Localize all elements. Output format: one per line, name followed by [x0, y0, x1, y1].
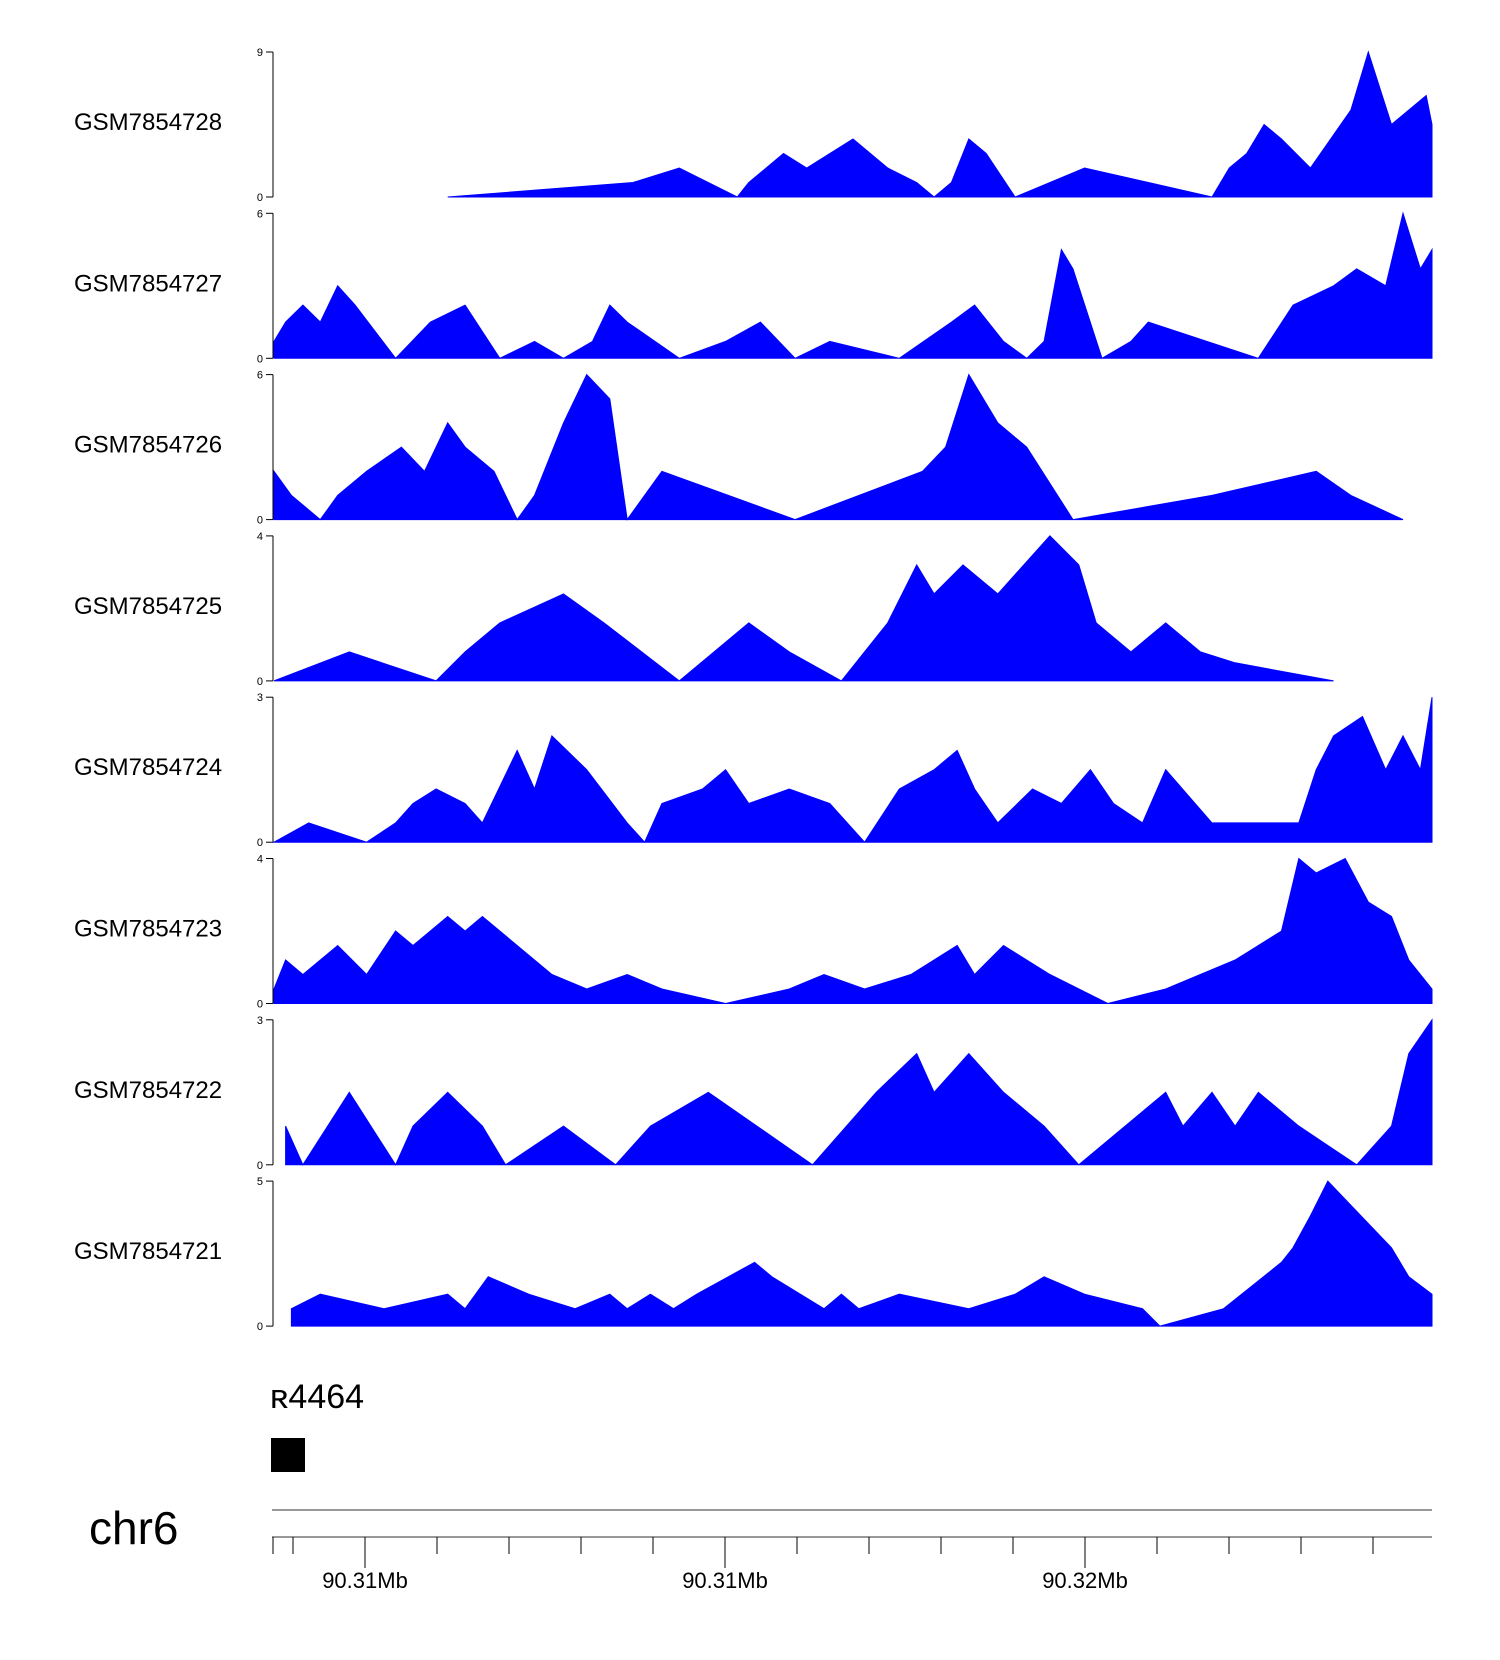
gene-exon-block	[271, 1438, 305, 1472]
coverage-area	[273, 857, 1433, 1005]
track-GSM7854721: 5 0 GSM7854721	[74, 1176, 1433, 1333]
x-tick-label: 90.32Mb	[1042, 1568, 1128, 1593]
gene-label: ʀ4464	[270, 1378, 364, 1416]
y-tick-label-min: 0	[257, 1321, 263, 1333]
track-label: GSM7854728	[74, 109, 222, 136]
y-tick-label-max: 3	[257, 692, 263, 704]
track-label: GSM7854722	[74, 1077, 222, 1104]
track-GSM7854723: 4 0 GSM7854723	[74, 854, 1433, 1011]
coverage-tracks: 9 0 GSM7854728 6 0 GSM7854727 6 0 GSM7854726 4 0 GS…	[74, 47, 1433, 1333]
track-label: GSM7854723	[74, 916, 222, 943]
y-tick-label-min: 0	[257, 353, 263, 365]
x-tick-label: 90.31Mb	[322, 1568, 408, 1593]
y-tick-label-max: 9	[257, 47, 263, 59]
y-tick-label-min: 0	[257, 837, 263, 849]
track-GSM7854725: 4 0 GSM7854725	[74, 531, 1334, 688]
y-tick-label-min: 0	[257, 1160, 263, 1172]
coverage-area	[447, 50, 1433, 198]
coverage-area	[273, 373, 1404, 521]
track-GSM7854724: 3 0 GSM7854724	[74, 692, 1433, 849]
track-label: GSM7854725	[74, 593, 222, 620]
gene-annotation-track: ʀ4464	[270, 1378, 364, 1472]
coverage-area	[290, 1180, 1433, 1327]
track-label: GSM7854726	[74, 432, 222, 459]
track-GSM7854728: 9 0 GSM7854728	[74, 47, 1433, 204]
track-GSM7854722: 3 0 GSM7854722	[74, 1015, 1433, 1172]
track-GSM7854726: 6 0 GSM7854726	[74, 370, 1404, 527]
coverage-area	[285, 1018, 1433, 1166]
y-tick-label-max: 6	[257, 370, 263, 382]
y-tick-label-max: 4	[257, 531, 263, 543]
y-tick-label-min: 0	[257, 192, 263, 204]
y-tick-label-max: 4	[257, 854, 263, 866]
y-tick-label-min: 0	[257, 999, 263, 1011]
track-GSM7854727: 6 0 GSM7854727	[74, 208, 1433, 365]
y-tick-label-max: 5	[257, 1176, 263, 1188]
y-tick-label-max: 6	[257, 208, 263, 220]
coverage-area	[273, 535, 1334, 682]
chromosome-label: chr6	[89, 1502, 178, 1554]
y-tick-label-min: 0	[257, 515, 263, 527]
track-label: GSM7854721	[74, 1238, 222, 1265]
y-tick-label-max: 3	[257, 1015, 263, 1027]
coverage-area	[272, 697, 1433, 844]
track-label: GSM7854724	[74, 754, 222, 781]
y-tick-label-min: 0	[257, 676, 263, 688]
track-label: GSM7854727	[74, 270, 222, 297]
genome-axis: chr6 90.31Mb 90.31Mb 90.32Mb	[89, 1502, 1432, 1593]
x-tick-label: 90.31Mb	[682, 1568, 768, 1593]
coverage-area	[273, 211, 1433, 360]
